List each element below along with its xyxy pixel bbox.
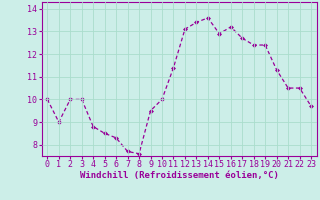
X-axis label: Windchill (Refroidissement éolien,°C): Windchill (Refroidissement éolien,°C) (80, 171, 279, 180)
